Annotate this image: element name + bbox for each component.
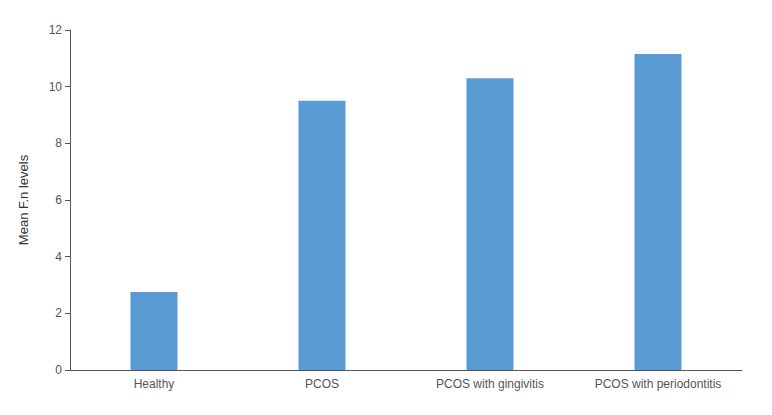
svg-text:10: 10: [49, 80, 63, 94]
svg-text:PCOS with gingivitis: PCOS with gingivitis: [436, 377, 544, 391]
svg-text:12: 12: [49, 23, 63, 37]
svg-text:2: 2: [55, 306, 62, 320]
svg-text:8: 8: [55, 136, 62, 150]
svg-text:4: 4: [55, 250, 62, 264]
svg-text:PCOS: PCOS: [305, 377, 339, 391]
svg-text:0: 0: [55, 363, 62, 377]
svg-text:6: 6: [55, 193, 62, 207]
svg-text:Healthy: Healthy: [134, 377, 175, 391]
svg-text:Mean F.n levels: Mean F.n levels: [16, 154, 31, 245]
svg-text:PCOS with periodontitis: PCOS with periodontitis: [595, 377, 722, 391]
